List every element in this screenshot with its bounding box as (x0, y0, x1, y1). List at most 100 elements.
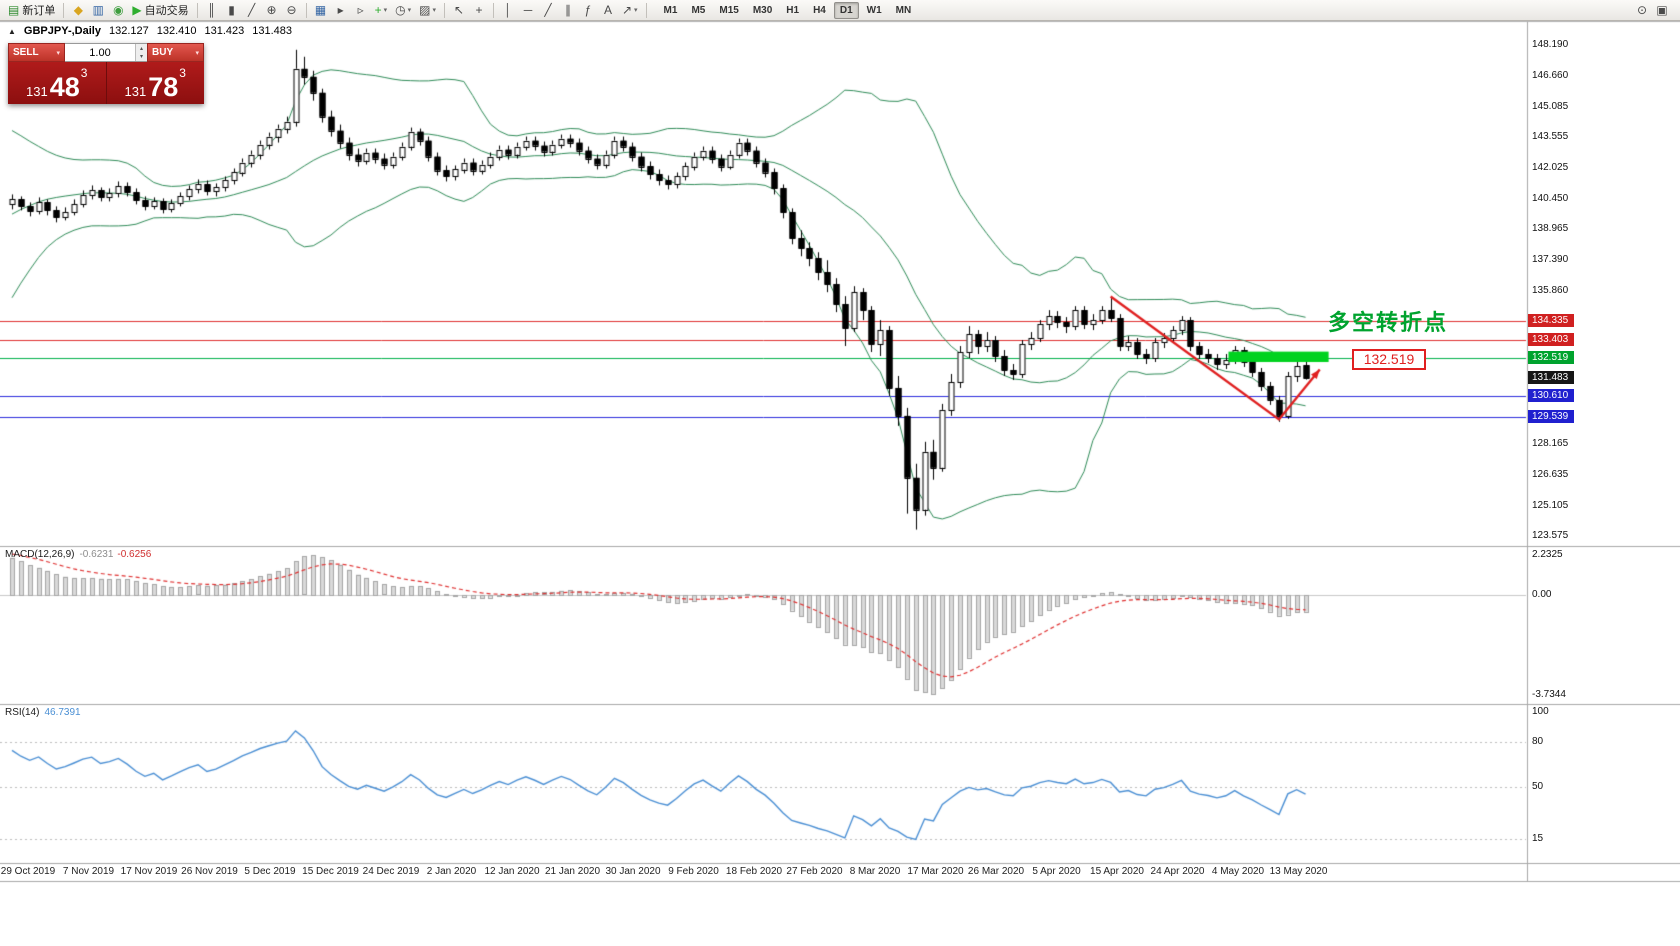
tile-windows-button[interactable]: ▦ (311, 1, 331, 20)
auto-scroll-icon: ▸ (337, 3, 344, 17)
channel-icon: ∥ (564, 3, 571, 17)
new-order-icon: ▤ (8, 3, 20, 17)
charts-wizard-icon-icon: ◆ (73, 3, 83, 17)
trendline-button[interactable]: ╱ (538, 1, 558, 20)
text-label-button[interactable]: A (598, 1, 618, 20)
timeframe-m15[interactable]: M15 (719, 4, 739, 16)
buy-button[interactable]: BUY ▾ (147, 43, 204, 62)
line-chart-icon: ╱ (247, 3, 256, 17)
arrows-button[interactable]: ↗ ▾ (618, 1, 642, 20)
indicators-button-dropdown-icon[interactable]: ▾ (383, 7, 388, 14)
toolbar-separator (196, 2, 198, 18)
chart-shift-button[interactable]: ▹ (351, 1, 371, 20)
main-toolbar: ▤ 新订单 ◆ ▥ ◉ ▶ 自动交易 ║ ▮ ╱ ⊕ ⊖ ▦ ▸ ▹ + ▾ ◷ ▾ ▨ ▾ ↖ + │ ─ ╱ ∥ ƒ A ↗ ▾ M1 M5… (0, 0, 1680, 21)
layouts-button[interactable]: ▣ (1652, 1, 1672, 20)
autotrading-icon: ▶ (132, 3, 142, 17)
crosshair-icon: + (475, 3, 483, 17)
charts-wizard-icon[interactable]: ◆ (68, 1, 88, 20)
chart-shift-icon: ▹ (357, 3, 364, 17)
arrows-icon: ↗ (621, 3, 633, 17)
volume-up-icon[interactable]: ▴ (136, 44, 147, 53)
refresh-icon[interactable]: ◉ (108, 1, 128, 20)
buy-button-label: BUY (152, 47, 174, 58)
timeframe-mn[interactable]: MN (895, 4, 912, 16)
line-chart-button[interactable]: ╱ (242, 1, 262, 20)
timeframe-w1[interactable]: W1 (866, 4, 882, 16)
toolbar-separator (63, 2, 65, 18)
bar-chart-icon: ║ (207, 3, 216, 17)
candlestick-chart-button[interactable]: ▮ (222, 1, 242, 20)
channel-button[interactable]: ∥ (558, 1, 578, 20)
volume-stepper: ▴ ▾ (135, 44, 147, 61)
periods-icon: ◷ (395, 3, 406, 17)
zoom-in-button[interactable]: ⊕ (262, 1, 282, 20)
volume-down-icon[interactable]: ▾ (136, 52, 147, 61)
autotrading-button[interactable]: ▶ 自动交易 (128, 1, 192, 20)
toolbar-separator (645, 2, 647, 18)
new-order-button[interactable]: ▤ 新订单 (4, 1, 59, 20)
crosshair-button[interactable]: + (469, 1, 489, 20)
timeframe-d1[interactable]: D1 (833, 1, 859, 19)
sell-price-big: 48 (49, 72, 80, 103)
volume-value: 1.00 (89, 46, 111, 59)
templates-button-dropdown-icon[interactable]: ▾ (432, 7, 436, 14)
turning-point-annotation[interactable]: 多空转折点 (1328, 310, 1449, 335)
indicators-button[interactable]: + ▾ (371, 1, 392, 20)
level-price-label[interactable]: 132.519 (1352, 349, 1426, 370)
zoom-out-button[interactable]: ⊖ (282, 1, 302, 20)
buy-options-dropdown-icon[interactable]: ▾ (195, 49, 199, 57)
bar-chart-button[interactable]: ║ (202, 1, 222, 20)
refresh-icon-icon: ◉ (113, 3, 124, 17)
candlestick-chart-icon: ▮ (228, 3, 235, 17)
toolbar-separator (492, 2, 494, 18)
search-icon: ⊙ (1636, 3, 1648, 17)
horizontal-line-button[interactable]: ─ (518, 1, 538, 20)
toolbar-separator (443, 2, 445, 18)
arrows-button-dropdown-icon[interactable]: ▾ (634, 7, 638, 14)
autotrading-button-label: 自动交易 (144, 5, 189, 17)
zoom-out-icon: ⊖ (286, 3, 297, 17)
cursor-button[interactable]: ↖ (449, 1, 469, 20)
sell-options-dropdown-icon[interactable]: ▾ (56, 49, 60, 57)
timeframe-m1[interactable]: M1 (663, 4, 678, 16)
timeframe-h4[interactable]: H4 (813, 4, 826, 16)
horizontal-line-icon: ─ (523, 3, 533, 17)
sell-price-pip: 3 (80, 66, 88, 80)
toolbar-separator (305, 2, 307, 18)
tile-windows-icon: ▦ (314, 3, 327, 17)
layouts-icon: ▣ (1656, 3, 1668, 17)
timeframe-h1[interactable]: H1 (786, 4, 800, 16)
zoom-in-icon: ⊕ (266, 3, 277, 17)
search-button[interactable]: ⊙ (1632, 1, 1652, 20)
sell-button[interactable]: SELL ▾ (8, 43, 65, 62)
buy-price[interactable]: 131 78 3 (106, 62, 204, 104)
buy-price-pip: 3 (179, 66, 186, 80)
cursor-icon: ↖ (453, 3, 464, 17)
vertical-line-button[interactable]: │ (498, 1, 518, 20)
indicators-icon: + (374, 3, 382, 17)
sell-price[interactable]: 131 48 3 (8, 62, 107, 104)
trendline-icon: ╱ (544, 3, 552, 17)
timeframe-m30[interactable]: M30 (752, 4, 773, 16)
sell-price-prefix: 131 (26, 83, 48, 99)
profiles-icon[interactable]: ▥ (88, 1, 108, 20)
profiles-icon-icon: ▥ (92, 3, 105, 17)
time-axis[interactable] (0, 863, 1527, 881)
buy-price-big: 78 (148, 72, 179, 103)
timeframe-m5[interactable]: M5 (691, 4, 706, 16)
fibonacci-button[interactable]: ƒ (578, 1, 598, 20)
text-label-icon: A (603, 3, 612, 17)
volume-input[interactable]: 1.00 ▴ ▾ (65, 43, 147, 62)
toolbar-right-group: ⊙ ▣ (1632, 1, 1672, 20)
auto-scroll-button[interactable]: ▸ (331, 1, 351, 20)
price-axis[interactable] (1527, 21, 1680, 881)
one-click-collapse-icon[interactable]: ▲ (8, 26, 16, 36)
timeframe-toolbar: M1 M5 M15 M30 H1 H4 D1 W1 MN (657, 1, 919, 19)
sell-button-label: SELL (13, 47, 39, 58)
templates-icon: ▨ (419, 3, 431, 17)
periods-button-dropdown-icon[interactable]: ▾ (407, 7, 412, 14)
templates-button[interactable]: ▨ ▾ (415, 1, 440, 20)
periods-button[interactable]: ◷ ▾ (391, 1, 415, 20)
